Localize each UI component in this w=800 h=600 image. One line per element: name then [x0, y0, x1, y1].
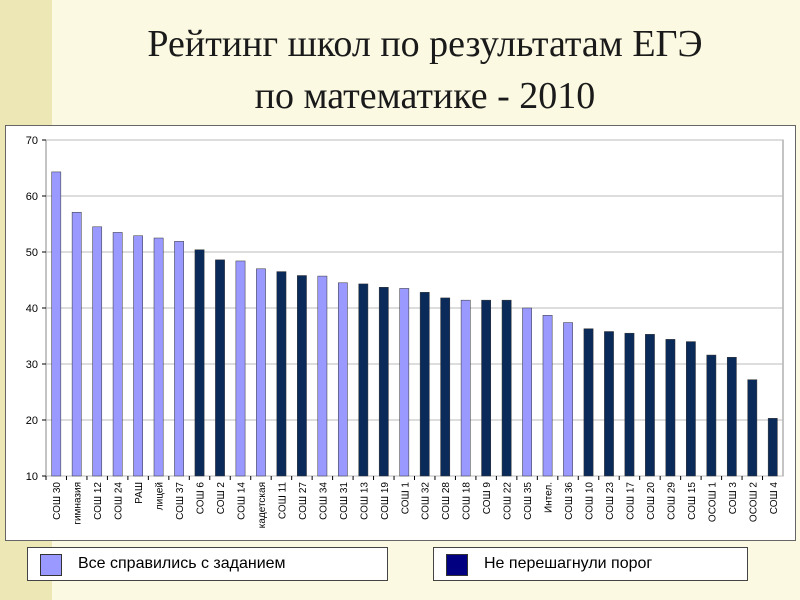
x-tick-label: СОШ 19: [380, 482, 391, 520]
legend-label: Не перешагнули порог: [484, 555, 653, 572]
x-tick-label: СОШ 4: [769, 482, 780, 515]
legend-item-failed: Не перешагнули порог: [433, 547, 748, 581]
bar: [317, 275, 328, 477]
legend-swatch: [446, 554, 468, 576]
y-tick-label: 60: [26, 191, 38, 203]
y-tick-label: 10: [26, 471, 38, 483]
bar: [399, 288, 410, 477]
page-title: Рейтинг школ по результатам ЕГЭ по матем…: [60, 18, 790, 122]
bar: [747, 379, 758, 477]
bar: [542, 315, 553, 477]
x-tick-label: СОШ 20: [646, 482, 657, 520]
bar: [92, 226, 103, 477]
bar: [563, 322, 573, 477]
x-tick-label: СОШ 22: [503, 482, 514, 520]
bar: [256, 268, 266, 477]
title-line-1: Рейтинг школ по результатам ЕГЭ: [147, 23, 703, 65]
x-tick-label: ОСОШ 1: [707, 482, 718, 523]
legend-item-passed: Все справились с заданием: [27, 547, 388, 581]
x-tick-label: СОШ 18: [462, 482, 473, 520]
bar: [276, 271, 287, 477]
x-tick-label: СОШ 31: [339, 482, 350, 520]
bar: [112, 232, 123, 477]
x-tick-label: СОШ 28: [441, 482, 452, 520]
y-tick-label: 50: [26, 247, 38, 259]
y-tick-label: 30: [26, 359, 38, 371]
bar: [645, 334, 655, 477]
bar: [686, 341, 696, 477]
x-tick-label: СОШ 14: [236, 482, 247, 520]
bar: [297, 275, 307, 477]
x-tick-label: гимназия: [73, 482, 84, 525]
x-tick-label: СОШ 23: [605, 482, 616, 520]
bar: [337, 282, 348, 477]
x-tick-label: Интел.: [544, 482, 555, 513]
bar: [481, 299, 492, 477]
bar: [51, 171, 62, 477]
x-tick-label: СОШ 15: [687, 482, 698, 520]
x-tick-label: СОШ 35: [523, 482, 534, 520]
x-tick-label: СОШ 13: [359, 482, 370, 520]
y-tick-label: 70: [26, 135, 38, 147]
x-tick-label: СОШ 11: [277, 482, 288, 520]
x-tick-label: СОШ 24: [114, 482, 125, 520]
x-tick-label: ОСОШ 2: [748, 482, 759, 523]
x-tick-label: СОШ 10: [585, 482, 596, 520]
x-tick-label: СОШ 12: [93, 482, 104, 520]
bar: [71, 211, 82, 477]
x-tick-label: СОШ 34: [318, 482, 329, 520]
x-tick-label: СОШ 6: [196, 482, 207, 515]
x-tick-label: СОШ 17: [625, 482, 636, 520]
bar: [440, 297, 451, 477]
x-tick-label: лицей: [155, 482, 166, 510]
x-tick-label: кадетская: [257, 482, 268, 528]
bar: [358, 283, 369, 477]
y-tick-label: 40: [26, 303, 38, 315]
bar: [235, 260, 246, 477]
bar: [501, 299, 512, 477]
bar: [174, 241, 184, 477]
bar: [624, 332, 635, 477]
title-line-2: по математике - 2010: [254, 75, 596, 117]
bar: [153, 237, 164, 477]
x-tick-label: СОШ 30: [52, 482, 63, 520]
bar: [583, 328, 594, 477]
legend-label: Все справились с заданием: [78, 555, 286, 572]
bar: [133, 235, 143, 477]
bar: [215, 259, 225, 477]
bar: [460, 299, 471, 477]
x-tick-label: СОШ 9: [482, 482, 493, 515]
x-tick-label: СОШ 1: [400, 482, 411, 515]
bar: [194, 249, 205, 477]
y-tick-label: 20: [26, 415, 38, 427]
bar: [767, 418, 778, 477]
x-tick-label: СОШ 37: [175, 482, 186, 520]
x-tick-label: СОШ 3: [728, 482, 739, 515]
bar: [378, 287, 389, 477]
x-tick-label: РАШ: [134, 482, 145, 504]
legend-swatch: [40, 554, 62, 576]
x-tick-label: СОШ 36: [564, 482, 575, 520]
bar: [522, 307, 532, 477]
bar: [604, 331, 614, 477]
x-tick-label: СОШ 32: [421, 482, 432, 520]
x-tick-label: СОШ 27: [298, 482, 309, 520]
x-tick-label: СОШ 2: [216, 482, 227, 515]
bar: [706, 354, 717, 477]
bar: [665, 339, 676, 477]
bar: [419, 292, 430, 477]
x-tick-label: СОШ 29: [666, 482, 677, 520]
bar: [726, 357, 737, 477]
